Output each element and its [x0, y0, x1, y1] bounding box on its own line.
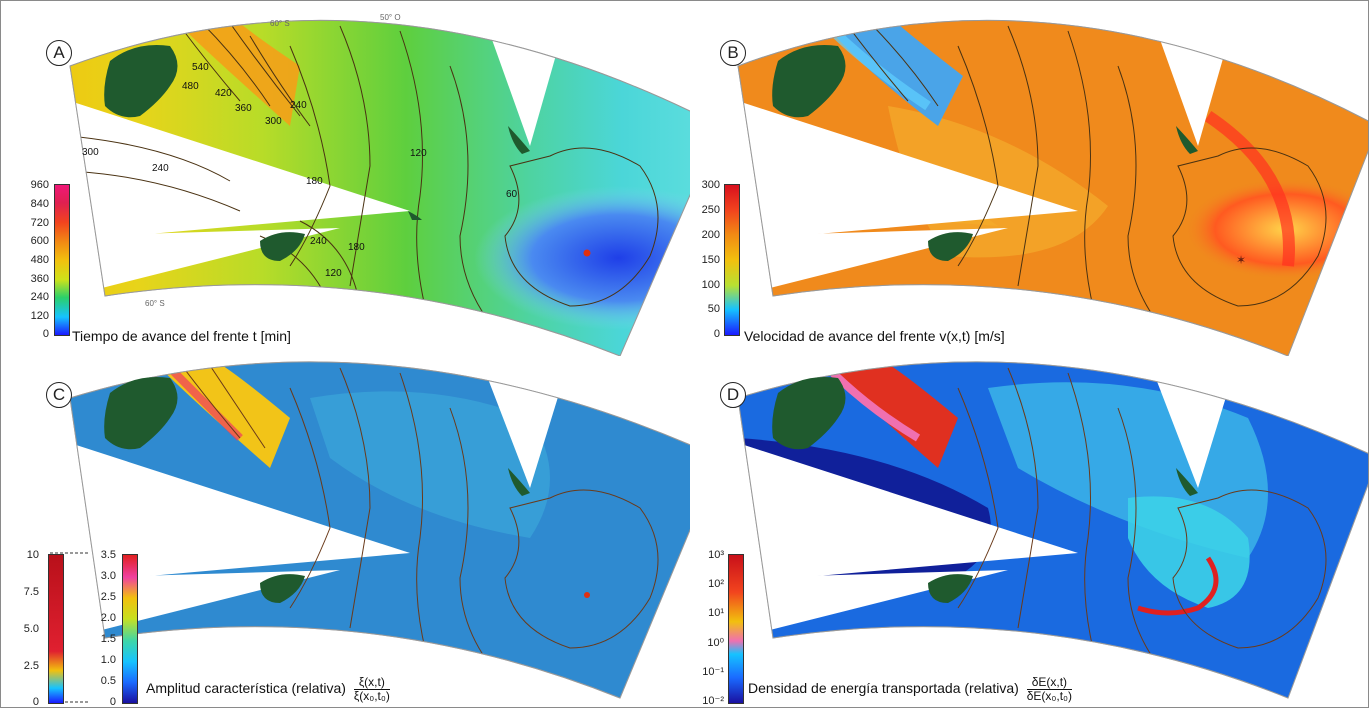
lon-label-top: 50° O	[380, 13, 401, 22]
panel-letter-d: D	[720, 382, 746, 408]
tick-a-7: 120	[30, 310, 49, 322]
tick-c-inner-0: 3.5	[100, 549, 116, 561]
colorbar-c-inner	[122, 554, 138, 704]
caption-d-denominator: δE(x₀,t₀)	[1026, 689, 1073, 703]
land-peninsula	[408, 126, 530, 220]
land-patagonia	[104, 45, 305, 261]
tick-a-1: 840	[30, 198, 49, 210]
tick-d-0: 10³	[708, 549, 724, 561]
tick-c-inner-4: 1.5	[100, 633, 116, 645]
panel-letter-a: A	[46, 40, 72, 66]
tick-c-outer-1: 7.5	[23, 586, 39, 598]
tick-d-2: 10¹	[708, 607, 724, 619]
tick-c-outer-2: 5.0	[23, 623, 39, 635]
tick-c-inner-1: 3.0	[100, 570, 116, 582]
tick-c-outer-4: 0	[32, 696, 39, 708]
tick-d-1: 10²	[708, 578, 724, 590]
panel-b: ✶ B 300 250 200 150 100 50 0 Velocidad d…	[688, 6, 1368, 356]
contour-label: 240	[310, 236, 327, 247]
contour-label: 480	[182, 81, 199, 92]
tick-d-5: 10⁻²	[702, 695, 724, 707]
tick-b-0: 300	[701, 179, 720, 191]
tick-b-4: 100	[701, 279, 720, 291]
tick-c-outer-3: 2.5	[23, 660, 39, 672]
tick-b-3: 150	[701, 254, 720, 266]
contour-label: 180	[348, 242, 365, 253]
tick-a-4: 480	[30, 254, 49, 266]
tick-a-5: 360	[30, 273, 49, 285]
epicenter-star: ✶	[1236, 253, 1246, 267]
tick-a-6: 240	[30, 291, 49, 303]
contour-label: 240	[290, 100, 307, 111]
map-d	[737, 361, 1368, 699]
colorbar-b	[724, 184, 740, 336]
tick-b-6: 0	[713, 328, 720, 340]
contour-label: 360	[235, 103, 252, 114]
epicenter-marker	[583, 249, 591, 257]
tick-c-inner-2: 2.5	[100, 591, 116, 603]
contour-label: 120	[325, 268, 342, 279]
caption-d-text: Densidad de energía transportada (relati…	[748, 680, 1019, 697]
panel-letter-b: B	[720, 40, 746, 66]
caption-a: Tiempo de avance del frente t [min]	[72, 328, 291, 344]
caption-c-fraction: ξ(x,t) ξ(x₀,t₀)	[353, 676, 390, 703]
map-b: ✶	[737, 19, 1368, 356]
lat-label-top: 60° S	[270, 19, 290, 28]
caption-c-numerator: ξ(x,t)	[353, 676, 390, 690]
contour-label: 420	[215, 88, 232, 99]
contour-label: 540	[192, 62, 209, 73]
tick-c-inner-5: 1.0	[100, 654, 116, 666]
panel-a: 540 480 420 360 300 240 300 240 180 120 60 240 1…	[10, 6, 690, 356]
colorbar-a	[54, 184, 70, 336]
panel-d: D 10³ 10² 10¹ 10⁰ 10⁻¹ 10⁻² Densidad de …	[688, 358, 1368, 708]
caption-d: Densidad de energía transportada (relati…	[748, 676, 1073, 703]
caption-c: Amplitud característica (relativa) ξ(x,t…	[146, 676, 390, 703]
caption-c-denominator: ξ(x₀,t₀)	[353, 689, 390, 703]
tick-a-2: 720	[30, 217, 49, 229]
contour-labels: 540 480 420 360 300 240 300 240 180 120 60 240 1…	[82, 62, 518, 279]
tick-c-outer-0: 10	[26, 549, 39, 561]
tick-d-3: 10⁰	[707, 637, 724, 649]
tick-d-4: 10⁻¹	[702, 666, 724, 678]
tick-b-2: 200	[701, 229, 720, 241]
contour-label: 180	[306, 176, 323, 187]
tick-b-1: 250	[701, 204, 720, 216]
lat-label-bottom: 60° S	[145, 299, 165, 308]
panel-c: C 10 7.5 5.0 2.5 0 3.5 3.0 2.5 2.0 1.5 1…	[10, 358, 690, 708]
colorbar-c-outer	[48, 554, 64, 704]
caption-c-text: Amplitud característica (relativa)	[146, 680, 346, 697]
panel-letter-c: C	[46, 382, 72, 408]
contour-label: 60	[506, 189, 518, 200]
caption-b: Velocidad de avance del frente v(x,t) [m…	[744, 328, 1005, 344]
contour-label: 300	[265, 116, 282, 127]
contour-label: 300	[82, 147, 99, 158]
tick-c-inner-3: 2.0	[100, 612, 116, 624]
caption-d-numerator: δE(x,t)	[1026, 676, 1073, 690]
caption-d-fraction: δE(x,t) δE(x₀,t₀)	[1026, 676, 1073, 703]
map-c	[50, 361, 690, 703]
tick-a-3: 600	[30, 235, 49, 247]
tick-c-inner-7: 0	[109, 696, 116, 708]
tick-b-5: 50	[707, 303, 720, 315]
tick-a-0: 960	[30, 179, 49, 191]
map-a: 540 480 420 360 300 240 300 240 180 120 60 240 1…	[69, 13, 690, 356]
tick-a-8: 0	[42, 328, 49, 340]
contour-label: 240	[152, 163, 169, 174]
tick-c-inner-6: 0.5	[100, 675, 116, 687]
contour-label: 120	[410, 148, 427, 159]
colorbar-d	[728, 554, 744, 704]
